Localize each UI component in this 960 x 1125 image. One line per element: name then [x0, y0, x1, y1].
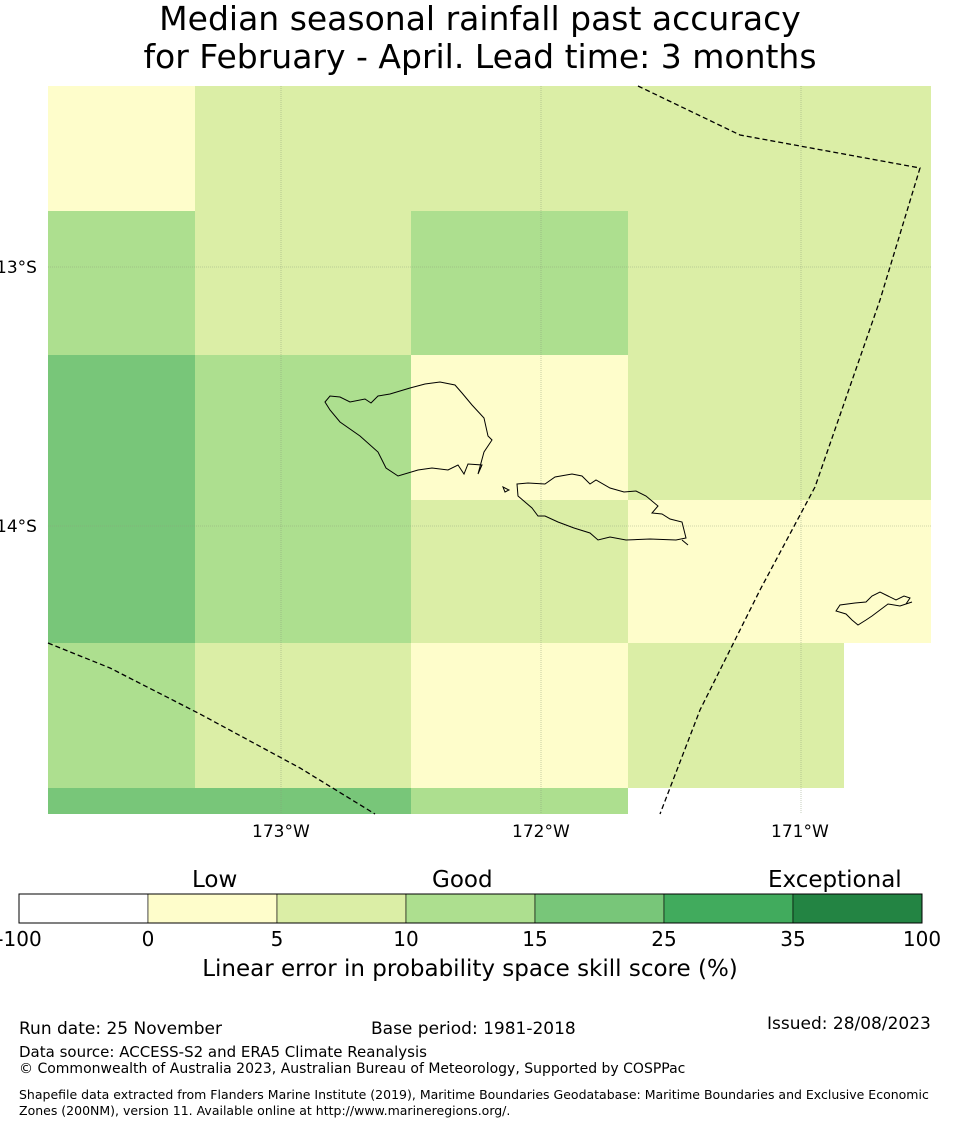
run-date: Run date: 25 November: [19, 1019, 222, 1039]
colorbar-label: Linear error in probability space skill …: [202, 956, 738, 982]
grid-cell: [48, 643, 195, 788]
colorbar-word-good: Good: [432, 867, 493, 893]
grid-cell: [195, 211, 411, 355]
grid-cell: [48, 788, 195, 814]
colorbar-tick-label: 15: [522, 927, 548, 951]
colorbar-frame: [18, 893, 923, 924]
grid-cell: [195, 355, 411, 500]
issued-date: Issued: 28/08/2023: [767, 1014, 931, 1034]
colorbar-swatch: [18, 893, 149, 924]
chart-title: Median seasonal rainfall past accuracy f…: [0, 0, 960, 76]
base-period: Base period: 1981-2018: [371, 1019, 576, 1039]
colorbar-swatch: [405, 893, 536, 924]
grid-cell: [195, 788, 411, 814]
colorbar-tick-label: 25: [651, 927, 677, 951]
shapefile-credit: Shapefile data extracted from Flanders M…: [19, 1087, 929, 1118]
grid-cell: [411, 211, 628, 355]
grid-cell: [628, 211, 931, 355]
colorbar-tick-label: 35: [780, 927, 806, 951]
grid-cell: [195, 86, 411, 211]
lon-label-173w: 173°W: [252, 822, 310, 842]
savaii-island: [324, 381, 493, 477]
eez-boundary-north: [637, 85, 921, 815]
grid-cell: [411, 788, 628, 814]
colorbar-swatch: [147, 893, 278, 924]
colorbar-swatch: [792, 893, 923, 924]
grid-cell: [48, 500, 195, 643]
colorbar-tick-label: -100: [0, 927, 42, 951]
coastlines: [324, 381, 913, 626]
lon-label-172w: 172°W: [512, 822, 570, 842]
eez-boundaries: [47, 85, 921, 815]
colorbar-tick-label: 10: [393, 927, 419, 951]
colorbar-word-low: Low: [192, 867, 238, 893]
colorbar-tick-label: 5: [270, 927, 284, 951]
grid-cell: [48, 211, 195, 355]
colorbar-tick-label: 100: [902, 927, 942, 951]
grid-cell: [411, 86, 628, 211]
title-line-2: for February - April. Lead time: 3 month…: [143, 37, 817, 76]
skill-map: [47, 85, 931, 815]
graticule: [48, 86, 931, 814]
colorbar-swatch: [663, 893, 794, 924]
grid-cell: [195, 643, 411, 788]
copyright: © Commonwealth of Australia 2023, Austra…: [19, 1061, 686, 1077]
grid-cell: [195, 500, 411, 643]
grid-cell: [628, 355, 931, 500]
upolu-tail: [681, 539, 689, 546]
lat-label-14s: 14°S: [0, 517, 37, 537]
lat-label-13s: 13°S: [0, 258, 37, 278]
grid-cell: [48, 86, 195, 211]
grid-cell: [411, 500, 628, 643]
grid-cell: [628, 643, 844, 788]
tutuila-island: [835, 591, 913, 626]
grid-cell: [48, 355, 195, 500]
eez-boundary-southwest: [47, 642, 376, 815]
colorbar-swatch: [276, 893, 407, 924]
grid-cell: [628, 500, 931, 643]
grid-cell: [411, 643, 628, 788]
lon-label-171w: 171°W: [771, 822, 829, 842]
colorbar-word-exceptional: Exceptional: [768, 867, 902, 893]
grid-cell: [628, 86, 931, 211]
title-line-1: Median seasonal rainfall past accuracy: [159, 0, 801, 38]
grid-cells: [48, 86, 931, 814]
data-source: Data source: ACCESS-S2 and ERA5 Climate …: [19, 1043, 427, 1061]
upolu-island: [516, 473, 687, 541]
colorbar-swatch: [534, 893, 665, 924]
colorbar: [18, 893, 923, 924]
manono-islet: [502, 485, 511, 493]
colorbar-tick-label: 0: [141, 927, 155, 951]
grid-cell: [411, 355, 628, 500]
